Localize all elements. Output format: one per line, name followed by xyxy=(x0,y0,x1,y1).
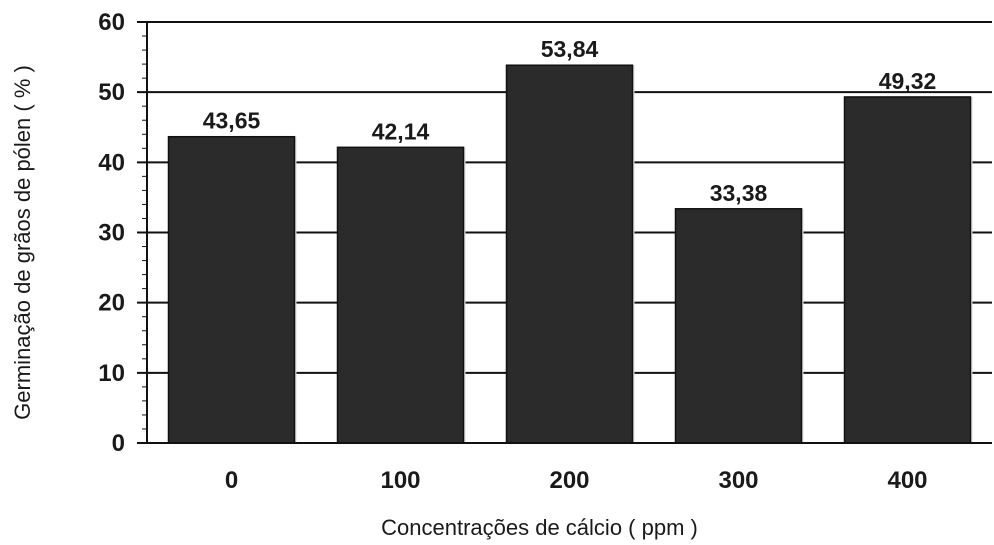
axes xyxy=(137,22,992,444)
x-tick-labels: 0 100 200 300 400 xyxy=(225,467,928,494)
data-labels: 43,65 42,14 53,84 33,38 49,32 xyxy=(203,36,937,206)
y-tick-label: 30 xyxy=(98,220,125,247)
bar-400 xyxy=(843,96,972,444)
x-tick-label: 0 xyxy=(225,467,238,494)
y-axis-title: Germinação de grãos de pólen ( % ) xyxy=(10,65,35,420)
data-label: 43,65 xyxy=(203,108,261,134)
y-tick-label: 60 xyxy=(98,9,125,36)
x-axis-title: Concentrações de cálcio ( ppm ) xyxy=(381,515,698,540)
data-label: 33,38 xyxy=(710,180,768,206)
x-tick-label: 200 xyxy=(549,467,589,494)
y-tick-label: 40 xyxy=(98,149,125,176)
bar-0 xyxy=(167,135,296,444)
data-label: 53,84 xyxy=(541,36,599,62)
bars xyxy=(167,64,973,444)
y-tick-label: 50 xyxy=(98,79,125,106)
x-tick-label: 300 xyxy=(718,467,758,494)
bar-300 xyxy=(674,208,803,444)
y-tick-label: 10 xyxy=(98,360,125,387)
y-tick-labels: 0 10 20 30 40 50 60 xyxy=(98,9,125,457)
x-tick-label: 100 xyxy=(380,467,420,494)
y-tick-label: 0 xyxy=(112,430,125,457)
bar-100 xyxy=(336,146,465,444)
data-label: 49,32 xyxy=(879,68,937,94)
y-tick-label: 20 xyxy=(98,290,125,317)
data-label: 42,14 xyxy=(372,118,430,144)
x-tick-label: 400 xyxy=(887,467,927,494)
bar-200 xyxy=(505,64,634,444)
